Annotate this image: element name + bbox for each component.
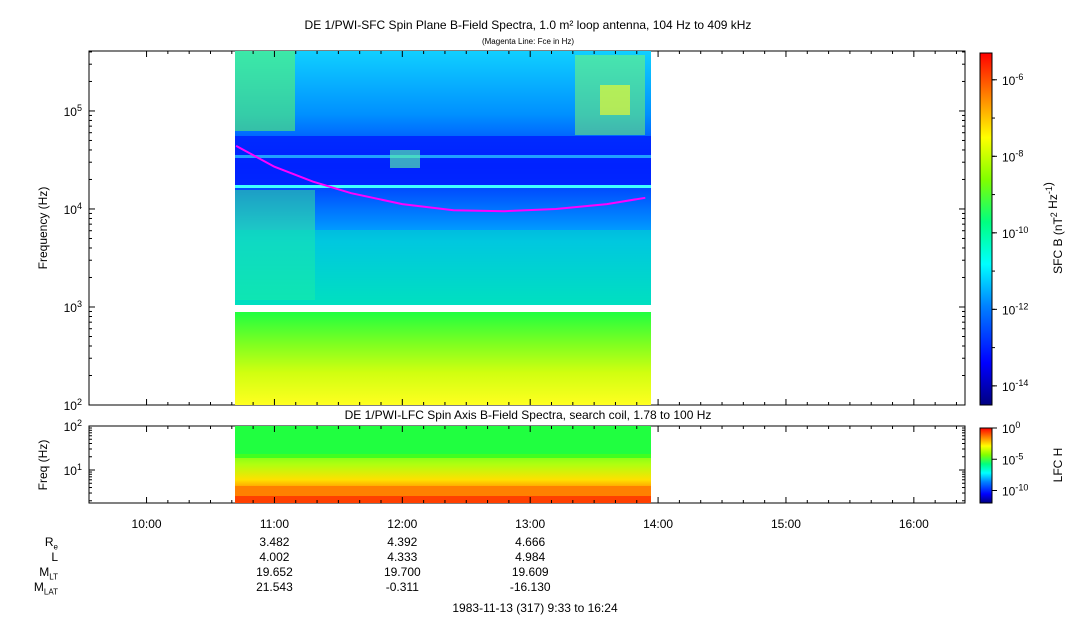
lfc-colorbar-label: LFC H bbox=[1051, 448, 1065, 483]
main-y-axis: 102 103 104 105 bbox=[64, 51, 965, 413]
time-tick-label: 11:00 bbox=[260, 517, 289, 531]
ephemeris-value: -16.130 bbox=[509, 580, 551, 594]
ephemeris-label: MLAT bbox=[33, 580, 58, 597]
y-tick-label: 105 bbox=[64, 103, 82, 119]
time-axis: 10:00 11:00 12:00 13:00 14:00 15:00 16:00 bbox=[132, 51, 957, 531]
time-tick-label: 15:00 bbox=[771, 517, 801, 531]
ephemeris-label: L bbox=[51, 550, 58, 564]
ephemeris-value: 21.543 bbox=[256, 580, 293, 594]
date-range: 1983-11-13 (317) 9:33 to 16:24 bbox=[452, 601, 618, 615]
ephemeris-value: 19.609 bbox=[511, 565, 549, 579]
lfc-chart-title: DE 1/PWI-LFC Spin Axis B-Field Spectra, … bbox=[344, 408, 712, 422]
colorbar-tick-label: 100 bbox=[1002, 420, 1020, 436]
ephemeris-value: 4.392 bbox=[387, 535, 418, 549]
ephemeris-value: 19.652 bbox=[256, 565, 293, 579]
ephemeris-label: MLT bbox=[39, 565, 58, 582]
y-tick-label: 103 bbox=[64, 299, 82, 315]
main-chart-subtitle: (Magenta Line: Fce in Hz) bbox=[481, 37, 575, 46]
time-tick-label: 13:00 bbox=[515, 517, 545, 531]
fce-overlay-line bbox=[235, 145, 646, 213]
colorbar-tick-label: 10-10 bbox=[1002, 225, 1028, 241]
colorbar-tick-label: 10-6 bbox=[1002, 72, 1023, 88]
sfc-colorbar-label: SFC B (nT2 Hz-1) bbox=[1041, 182, 1065, 274]
lfc-spectrogram bbox=[235, 426, 651, 503]
ephemeris-value: 4.002 bbox=[259, 550, 290, 564]
colorbar-tick-label: 10-14 bbox=[1002, 378, 1028, 394]
time-tick-label: 16:00 bbox=[899, 517, 929, 531]
y-tick-label: 102 bbox=[64, 397, 82, 413]
colorbar-tick-label: 10-5 bbox=[1002, 451, 1023, 467]
ephemeris-value: 4.333 bbox=[387, 550, 418, 564]
lfc-y-axis-label: Freq (Hz) bbox=[36, 440, 50, 491]
ephemeris-value: 19.700 bbox=[383, 565, 421, 579]
lfc-colorbar bbox=[979, 427, 993, 504]
time-tick-label: 10:00 bbox=[132, 517, 162, 531]
colorbar-tick-label: 10-10 bbox=[1002, 483, 1028, 499]
lfc-colorbar-axis: 10-10 10-5 100 bbox=[992, 420, 1028, 499]
ephemeris-value: 4.666 bbox=[515, 535, 546, 549]
lfc-y-axis: 101 102 bbox=[64, 418, 965, 502]
sfc-y-axis-label: Frequency (Hz) bbox=[36, 187, 50, 270]
main-chart-title: DE 1/PWI-SFC Spin Plane B-Field Spectra,… bbox=[304, 18, 752, 32]
sfc-colorbar bbox=[979, 52, 993, 406]
colorbar-tick-label: 10-12 bbox=[1002, 301, 1028, 317]
time-tick-label: 14:00 bbox=[643, 517, 673, 531]
time-tick-label: 12:00 bbox=[387, 517, 417, 531]
sfc-colorbar-axis: 10-14 10-12 10-10 10-8 10-6 bbox=[992, 72, 1028, 394]
colorbar-tick-label: 10-8 bbox=[1002, 148, 1023, 164]
y-tick-label: 101 bbox=[64, 462, 82, 478]
y-tick-label: 104 bbox=[64, 201, 82, 217]
ephemeris-value: 3.482 bbox=[259, 535, 290, 549]
ephemeris-label: Re bbox=[44, 535, 58, 552]
y-tick-label: 102 bbox=[64, 418, 82, 434]
ephemeris-value: 4.984 bbox=[515, 550, 546, 564]
ephemeris-value: -0.311 bbox=[385, 580, 419, 594]
sfc-low-band-spectrogram bbox=[235, 312, 651, 405]
sfc-high-band-spectrogram bbox=[235, 51, 651, 305]
